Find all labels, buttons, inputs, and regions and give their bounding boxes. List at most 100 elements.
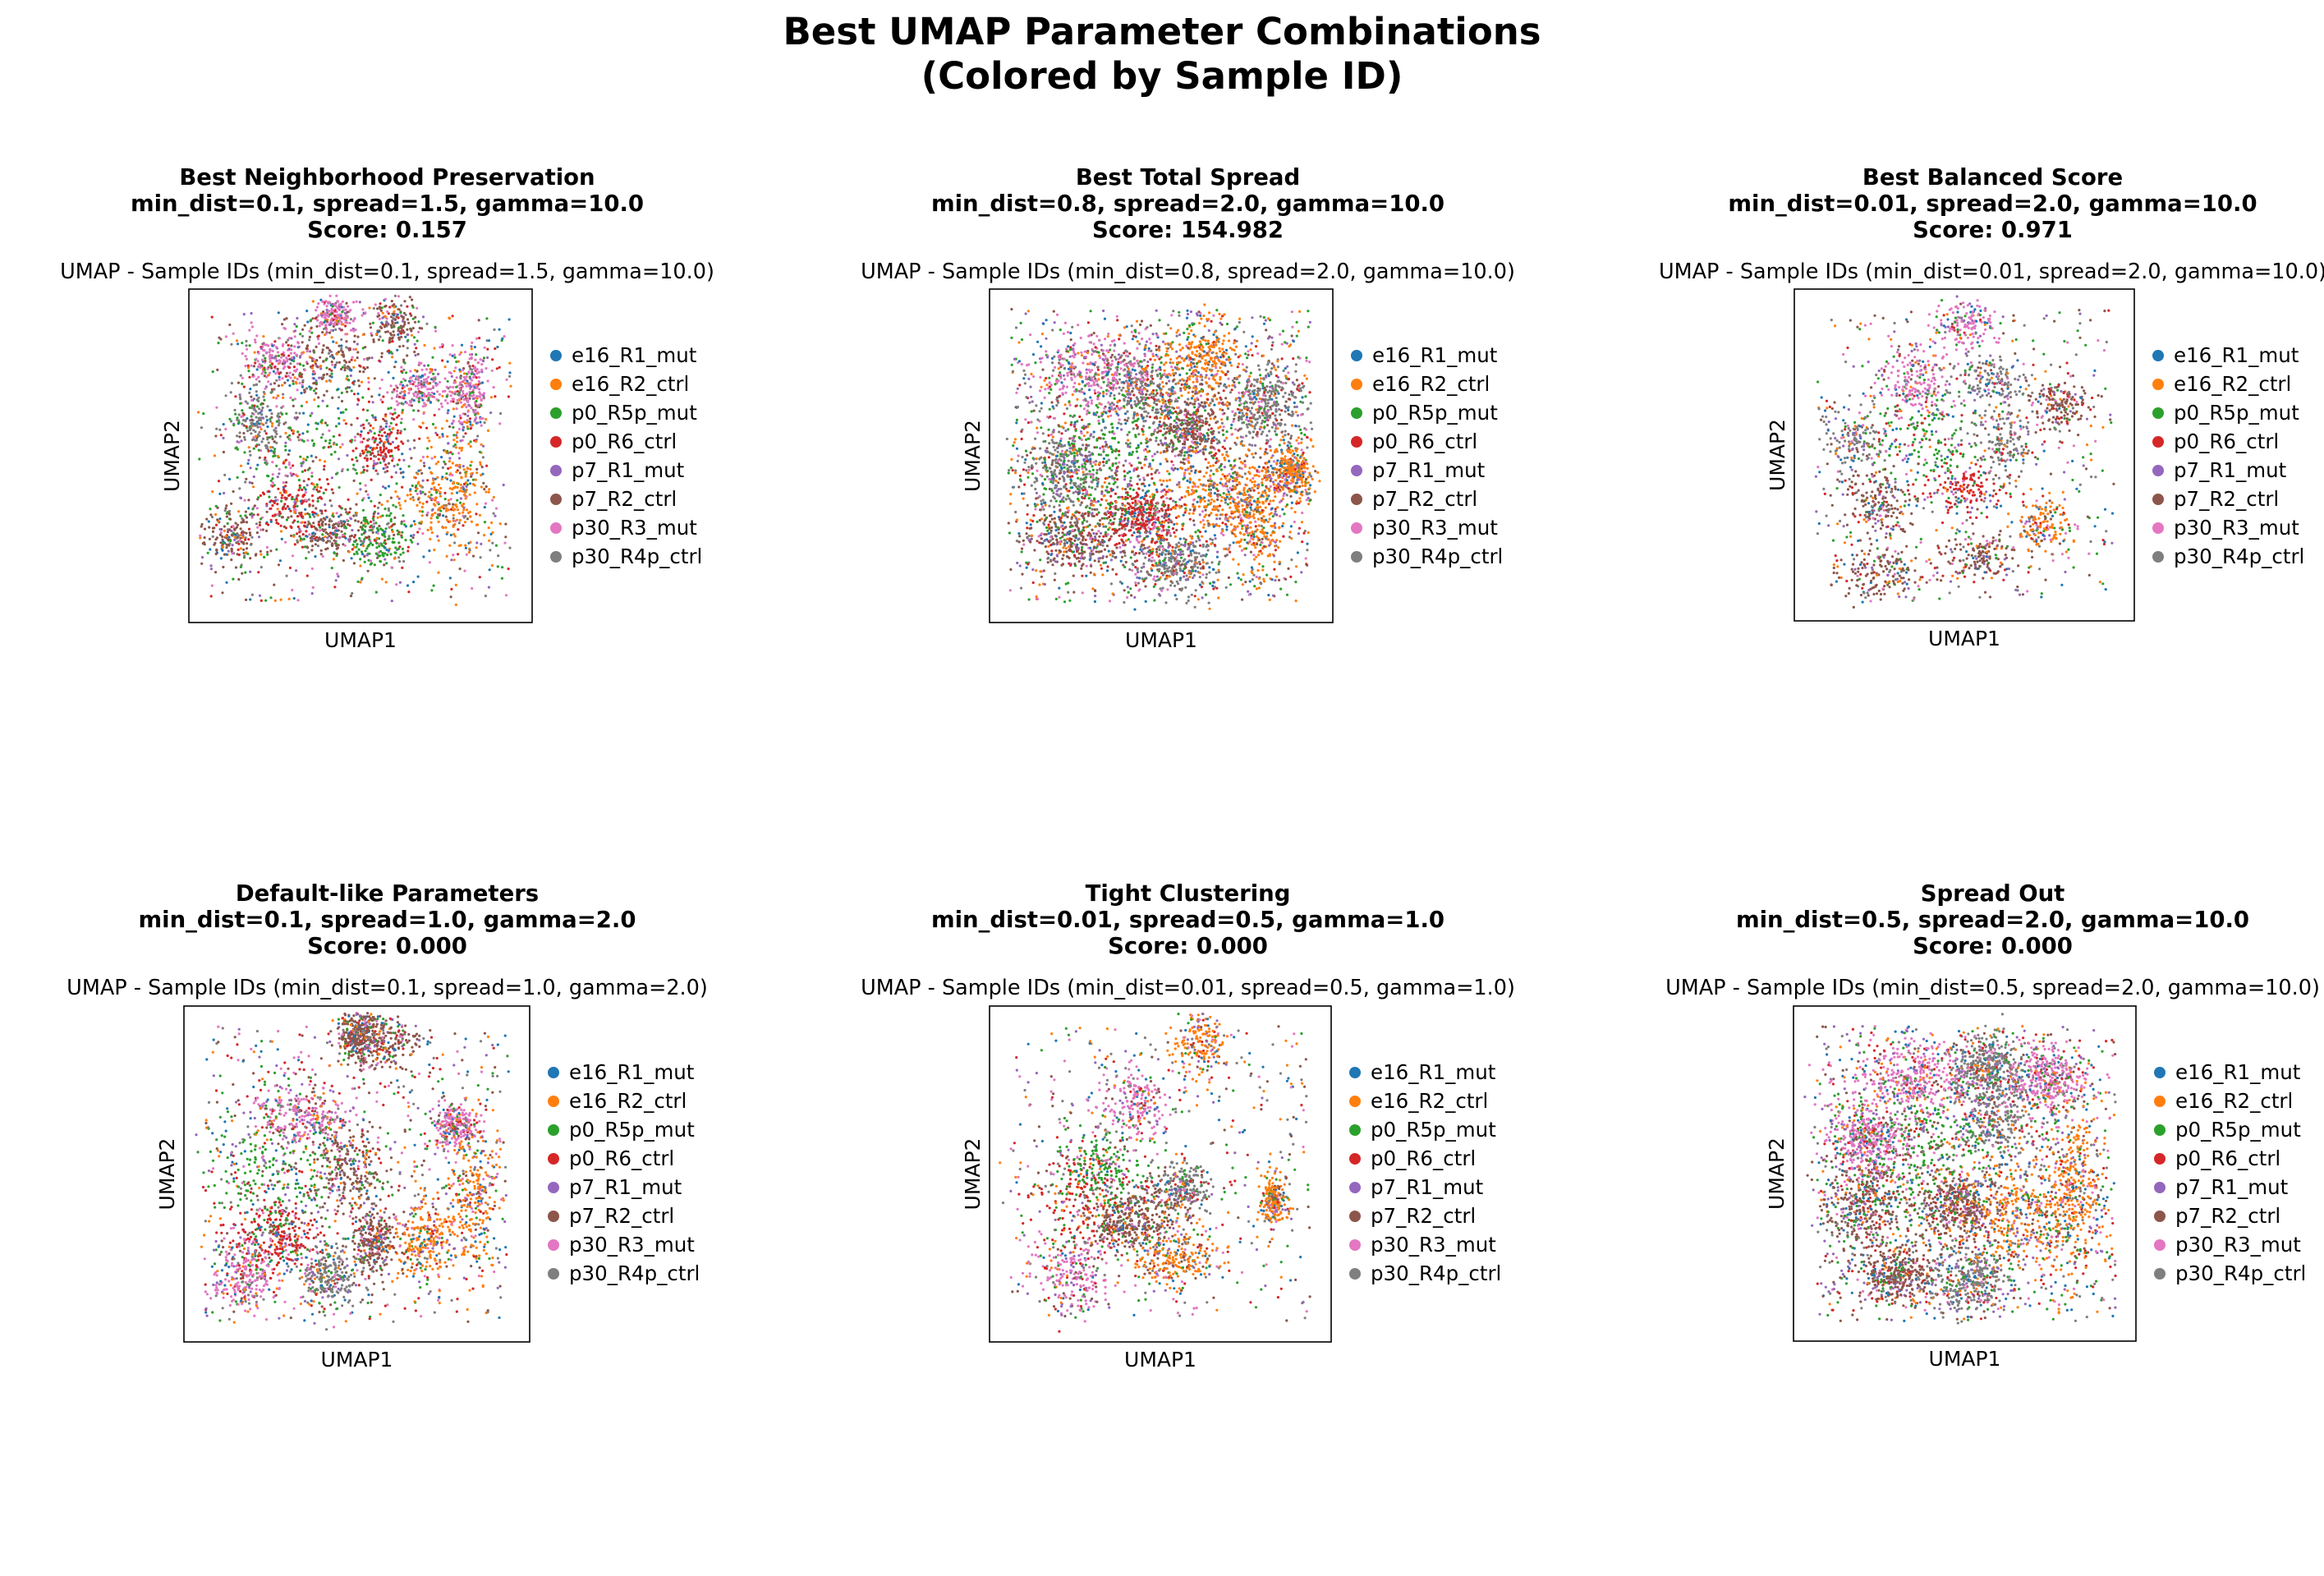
scatter-point — [420, 472, 423, 475]
scatter-point — [411, 404, 413, 407]
scatter-point — [449, 480, 452, 482]
scatter-point — [317, 302, 319, 305]
scatter-point — [284, 485, 287, 487]
scatter-point — [240, 547, 242, 549]
scatter-point — [1151, 477, 1153, 480]
scatter-point — [1262, 578, 1265, 581]
scatter-point — [422, 422, 425, 425]
scatter-point — [471, 373, 473, 375]
scatter-point — [230, 558, 232, 561]
scatter-point — [447, 442, 449, 444]
scatter-point — [450, 534, 452, 536]
scatter-point — [454, 520, 457, 522]
scatter-point — [370, 529, 373, 531]
scatter-point — [348, 322, 351, 324]
scatter-point — [377, 453, 379, 456]
scatter-point — [327, 301, 329, 304]
scatter-point — [245, 419, 247, 421]
scatter-point — [456, 376, 458, 379]
scatter-point — [406, 494, 409, 496]
scatter-point — [253, 384, 255, 386]
scatter-point — [382, 312, 384, 315]
scatter-point — [298, 535, 301, 538]
scatter-point — [457, 452, 460, 454]
scatter-point — [1201, 379, 1203, 381]
scatter-point — [483, 392, 485, 394]
scatter-point — [462, 508, 465, 511]
scatter-point — [214, 571, 217, 573]
scatter-point — [352, 514, 355, 517]
scatter-point — [425, 427, 428, 430]
scatter-point — [332, 356, 334, 358]
scatter-point — [382, 339, 384, 342]
scatter-point — [469, 353, 471, 356]
scatter-point — [265, 530, 268, 532]
scatter-point — [381, 533, 384, 535]
scatter-point — [373, 526, 375, 528]
scatter-point — [1242, 331, 1245, 333]
scatter-point — [1101, 517, 1104, 520]
scatter-point — [1104, 549, 1106, 551]
scatter-point — [338, 417, 340, 420]
scatter-point — [296, 362, 299, 365]
scatter-point — [305, 557, 307, 559]
scatter-point — [316, 485, 319, 488]
scatter-point — [352, 449, 355, 452]
scatter-point — [470, 445, 472, 448]
scatter-point — [321, 533, 324, 535]
scatter-point — [1311, 478, 1314, 480]
scatter-point — [296, 505, 298, 508]
scatter-point — [313, 443, 315, 445]
scatter-point — [333, 319, 335, 321]
scatter-point — [329, 532, 332, 535]
scatter-point — [407, 322, 410, 324]
scatter-point — [1089, 396, 1091, 398]
scatter-point — [278, 373, 280, 375]
scatter-point — [1042, 493, 1045, 495]
scatter-point — [1238, 483, 1241, 485]
scatter-point — [312, 499, 315, 502]
scatter-point — [288, 598, 291, 600]
scatter-point — [330, 373, 333, 375]
scatter-point — [363, 532, 365, 535]
scatter-point — [382, 554, 384, 556]
scatter-point — [1195, 490, 1197, 493]
scatter-point — [379, 550, 382, 553]
scatter-point — [290, 352, 292, 355]
scatter-point — [332, 492, 334, 494]
scatter-point — [231, 534, 233, 536]
scatter-point — [1104, 338, 1106, 340]
scatter-point — [238, 487, 241, 489]
scatter-point — [264, 343, 266, 346]
scatter-point — [354, 540, 356, 543]
scatter-point — [362, 408, 365, 411]
scatter-point — [452, 533, 455, 535]
scatter-point — [326, 390, 328, 393]
scatter-point — [1067, 374, 1069, 377]
scatter-point — [488, 526, 490, 529]
scatter-point — [1136, 320, 1138, 323]
scatter-point — [398, 326, 401, 329]
scatter-point — [471, 368, 473, 370]
scatter-point — [471, 461, 473, 463]
scatter-point — [1008, 469, 1010, 471]
scatter-point — [403, 523, 406, 526]
scatter-point — [403, 520, 406, 522]
scatter-point — [348, 361, 351, 363]
scatter-point — [356, 393, 359, 395]
scatter-point — [248, 426, 250, 429]
scatter-point — [1060, 459, 1063, 462]
scatter-point — [251, 515, 254, 517]
scatter-point — [306, 484, 309, 486]
scatter-point — [1309, 484, 1311, 486]
scatter-point — [491, 542, 494, 544]
scatter-point — [354, 519, 356, 522]
scatter-point — [412, 499, 415, 501]
scatter-point — [460, 497, 462, 499]
scatter-point — [1270, 337, 1273, 339]
scatter-point — [296, 368, 298, 370]
scatter-point — [215, 524, 218, 526]
scatter-point — [260, 365, 263, 367]
scatter-point — [478, 388, 480, 390]
scatter-point — [475, 479, 477, 481]
